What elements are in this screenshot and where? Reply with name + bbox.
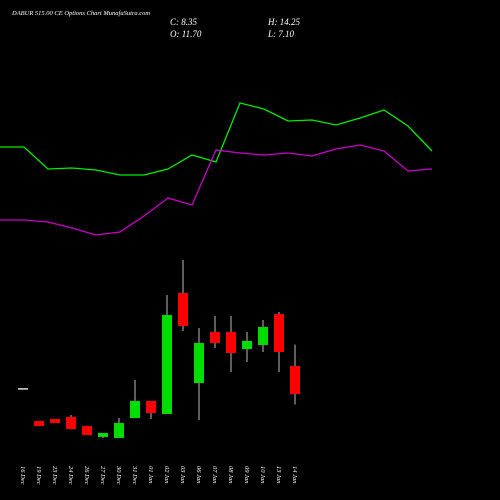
high-label: H: 14.25 bbox=[267, 17, 300, 27]
x-tick-label: 10 Jan bbox=[259, 466, 266, 484]
candle-body bbox=[162, 314, 172, 414]
close-label: C: 8.35 bbox=[170, 17, 198, 27]
x-tick-label: 02 Jan bbox=[163, 466, 170, 484]
candle-body bbox=[18, 388, 28, 390]
x-tick-label: 03 Jan bbox=[179, 466, 186, 484]
x-tick-label: 08 Jan bbox=[227, 466, 234, 484]
candle-body bbox=[210, 331, 220, 343]
candle-body bbox=[258, 326, 268, 346]
x-tick-label: 24 Dec bbox=[67, 466, 74, 485]
open-label: O: 11.70 bbox=[170, 29, 202, 39]
x-tick-label: 26 Dec bbox=[83, 466, 90, 485]
candle-body bbox=[226, 331, 236, 354]
candle-body bbox=[82, 426, 92, 435]
low-label: L: 7.10 bbox=[267, 29, 295, 39]
candle-body bbox=[34, 420, 44, 427]
x-tick-label: 27 Dec bbox=[99, 466, 106, 485]
candle-body bbox=[290, 365, 300, 394]
candle-body bbox=[50, 418, 60, 424]
x-tick-label: 14 Jan bbox=[291, 466, 298, 484]
indicator-line bbox=[0, 102, 433, 176]
indicator-line bbox=[0, 144, 433, 236]
candle-body bbox=[98, 432, 108, 437]
candle-body bbox=[114, 423, 124, 438]
candle-body bbox=[130, 401, 140, 418]
candle-body bbox=[146, 401, 156, 413]
x-tick-label: 23 Dec bbox=[51, 466, 58, 485]
candle-body bbox=[66, 416, 76, 430]
x-tick-label: 07 Jan bbox=[211, 466, 218, 484]
x-tick-label: 06 Jan bbox=[195, 466, 202, 484]
x-tick-label: 09 Jan bbox=[243, 466, 250, 484]
candle-body bbox=[178, 293, 188, 327]
candle-body bbox=[194, 342, 204, 383]
candle-body bbox=[242, 340, 252, 350]
candle-body bbox=[274, 313, 284, 353]
x-tick-label: 16 Dec bbox=[19, 466, 26, 485]
x-tick-label: 19 Dec bbox=[35, 466, 42, 485]
x-tick-label: 31 Dec bbox=[131, 465, 138, 485]
x-tick-label: 01 Jan bbox=[147, 466, 154, 484]
x-tick-label: 30 Dec bbox=[115, 465, 122, 485]
chart-title: DABUR 515.00 CE Options Chart MunafaSutr… bbox=[11, 10, 150, 17]
x-tick-label: 13 Jan bbox=[275, 466, 282, 484]
